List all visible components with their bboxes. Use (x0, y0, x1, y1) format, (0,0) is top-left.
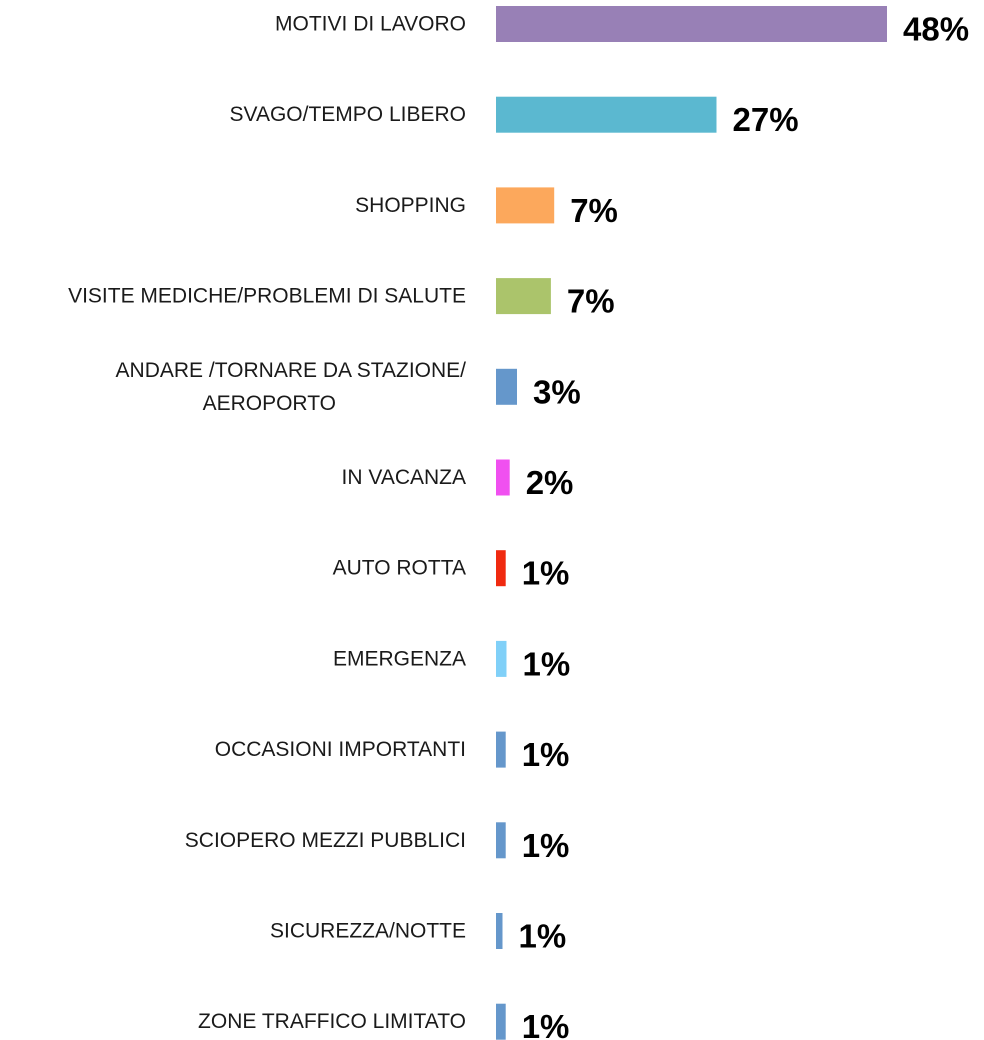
value-label-sicurezza-notte: 1% (519, 918, 567, 955)
bar-visite-mediche-problemi-di-salute (496, 278, 551, 315)
bar-andare-tornare-da-stazione-aeroporto (496, 368, 517, 405)
category-label-occasioni-importanti: OCCASIONI IMPORTANTI (215, 738, 466, 761)
category-label-motivi-di-lavoro: MOTIVI DI LAVORO (275, 13, 466, 36)
category-label-zone-traffico-limitato: ZONE TRAFFICO LIMITATO (198, 1010, 466, 1033)
bar-auto-rotta (496, 550, 506, 587)
value-label-in-vacanza: 2% (526, 464, 574, 501)
bar-zone-traffico-limitato (496, 1003, 506, 1040)
category-labels-group: MOTIVI DI LAVORO SVAGO/TEMPO LIBERO SHOPPI… (68, 13, 466, 1034)
category-label-visite-mediche-problemi-di-salute: VISITE MEDICHE/PROBLEMI DI SALUTE (68, 285, 466, 308)
category-label-andare-tornare-da-stazione-aeroporto: ANDARE /TORNARE DA STAZIONE/AEROPORTO (116, 359, 467, 415)
category-label-sciopero-mezzi-pubblici: SCIOPERO MEZZI PUBBLICI (185, 829, 466, 852)
value-label-svago-tempo-libero: 27% (733, 101, 799, 138)
value-label-motivi-di-lavoro: 48% (903, 11, 969, 48)
value-label-zone-traffico-limitato: 1% (522, 1008, 570, 1040)
bar-motivi-di-lavoro (496, 6, 887, 42)
category-label-auto-rotta: AUTO ROTTA (333, 557, 466, 580)
bar-in-vacanza (496, 459, 510, 496)
value-label-andare-tornare-da-stazione-aeroporto: 3% (533, 373, 581, 410)
category-label-sicurezza-notte: SICUREZZA/NOTTE (270, 920, 466, 943)
value-label-emergenza: 1% (523, 645, 571, 682)
value-labels-group: 48% 27% 7% 7% 3% 2% 1% 1% 1% 1% 1% 1% (519, 11, 970, 1040)
category-label-emergenza: EMERGENZA (333, 647, 466, 670)
category-label-svago-tempo-libero: SVAGO/TEMPO LIBERO (230, 103, 467, 126)
value-label-sciopero-mezzi-pubblici: 1% (522, 827, 570, 864)
bars-group (496, 6, 887, 1040)
bar-occasioni-importanti (496, 731, 506, 768)
category-label-shopping: SHOPPING (355, 194, 466, 217)
value-label-visite-mediche-problemi-di-salute: 7% (567, 283, 615, 320)
value-label-auto-rotta: 1% (522, 555, 570, 592)
value-label-occasioni-importanti: 1% (522, 736, 570, 773)
category-label-in-vacanza: IN VACANZA (342, 466, 466, 489)
value-label-shopping: 7% (570, 192, 618, 229)
bar-sicurezza-notte (496, 913, 503, 949)
bar-sciopero-mezzi-pubblici (496, 822, 506, 859)
bar-svago-tempo-libero (496, 96, 717, 133)
bar-shopping (496, 187, 555, 224)
bar-emergenza (496, 640, 507, 677)
